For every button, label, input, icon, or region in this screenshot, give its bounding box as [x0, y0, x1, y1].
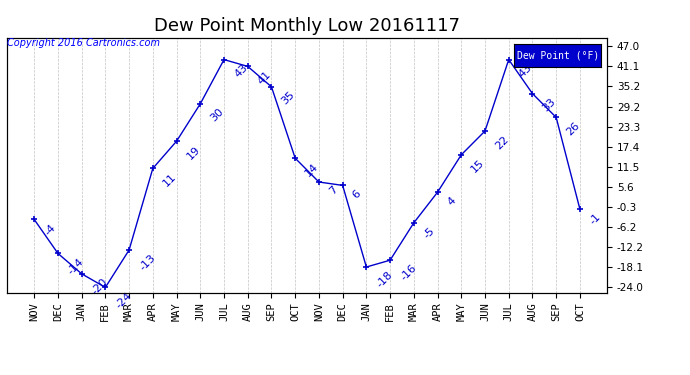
- Text: 14: 14: [304, 161, 321, 178]
- Text: -16: -16: [398, 263, 418, 283]
- Text: 26: 26: [564, 120, 582, 137]
- Text: 15: 15: [470, 158, 486, 174]
- Text: 35: 35: [279, 90, 297, 106]
- Text: 22: 22: [493, 134, 511, 151]
- Text: -24: -24: [114, 290, 134, 310]
- Text: 7: 7: [327, 185, 339, 197]
- Text: -5: -5: [422, 226, 437, 240]
- Text: -4: -4: [43, 222, 57, 237]
- Text: -1: -1: [589, 212, 603, 227]
- Text: 43: 43: [233, 62, 249, 80]
- Text: 6: 6: [351, 188, 363, 200]
- Text: 30: 30: [208, 106, 226, 123]
- Text: 11: 11: [161, 171, 178, 188]
- Text: -14: -14: [66, 256, 86, 276]
- Text: -20: -20: [90, 277, 110, 297]
- Text: Copyright 2016 Cartronics.com: Copyright 2016 Cartronics.com: [7, 38, 160, 48]
- Text: 4: 4: [446, 195, 458, 207]
- Text: 19: 19: [185, 144, 202, 161]
- Text: 33: 33: [541, 96, 558, 113]
- Text: 43: 43: [517, 62, 534, 80]
- Text: -18: -18: [375, 270, 395, 290]
- Text: -13: -13: [137, 253, 157, 273]
- Title: Dew Point Monthly Low 20161117: Dew Point Monthly Low 20161117: [154, 16, 460, 34]
- Text: 41: 41: [256, 69, 273, 86]
